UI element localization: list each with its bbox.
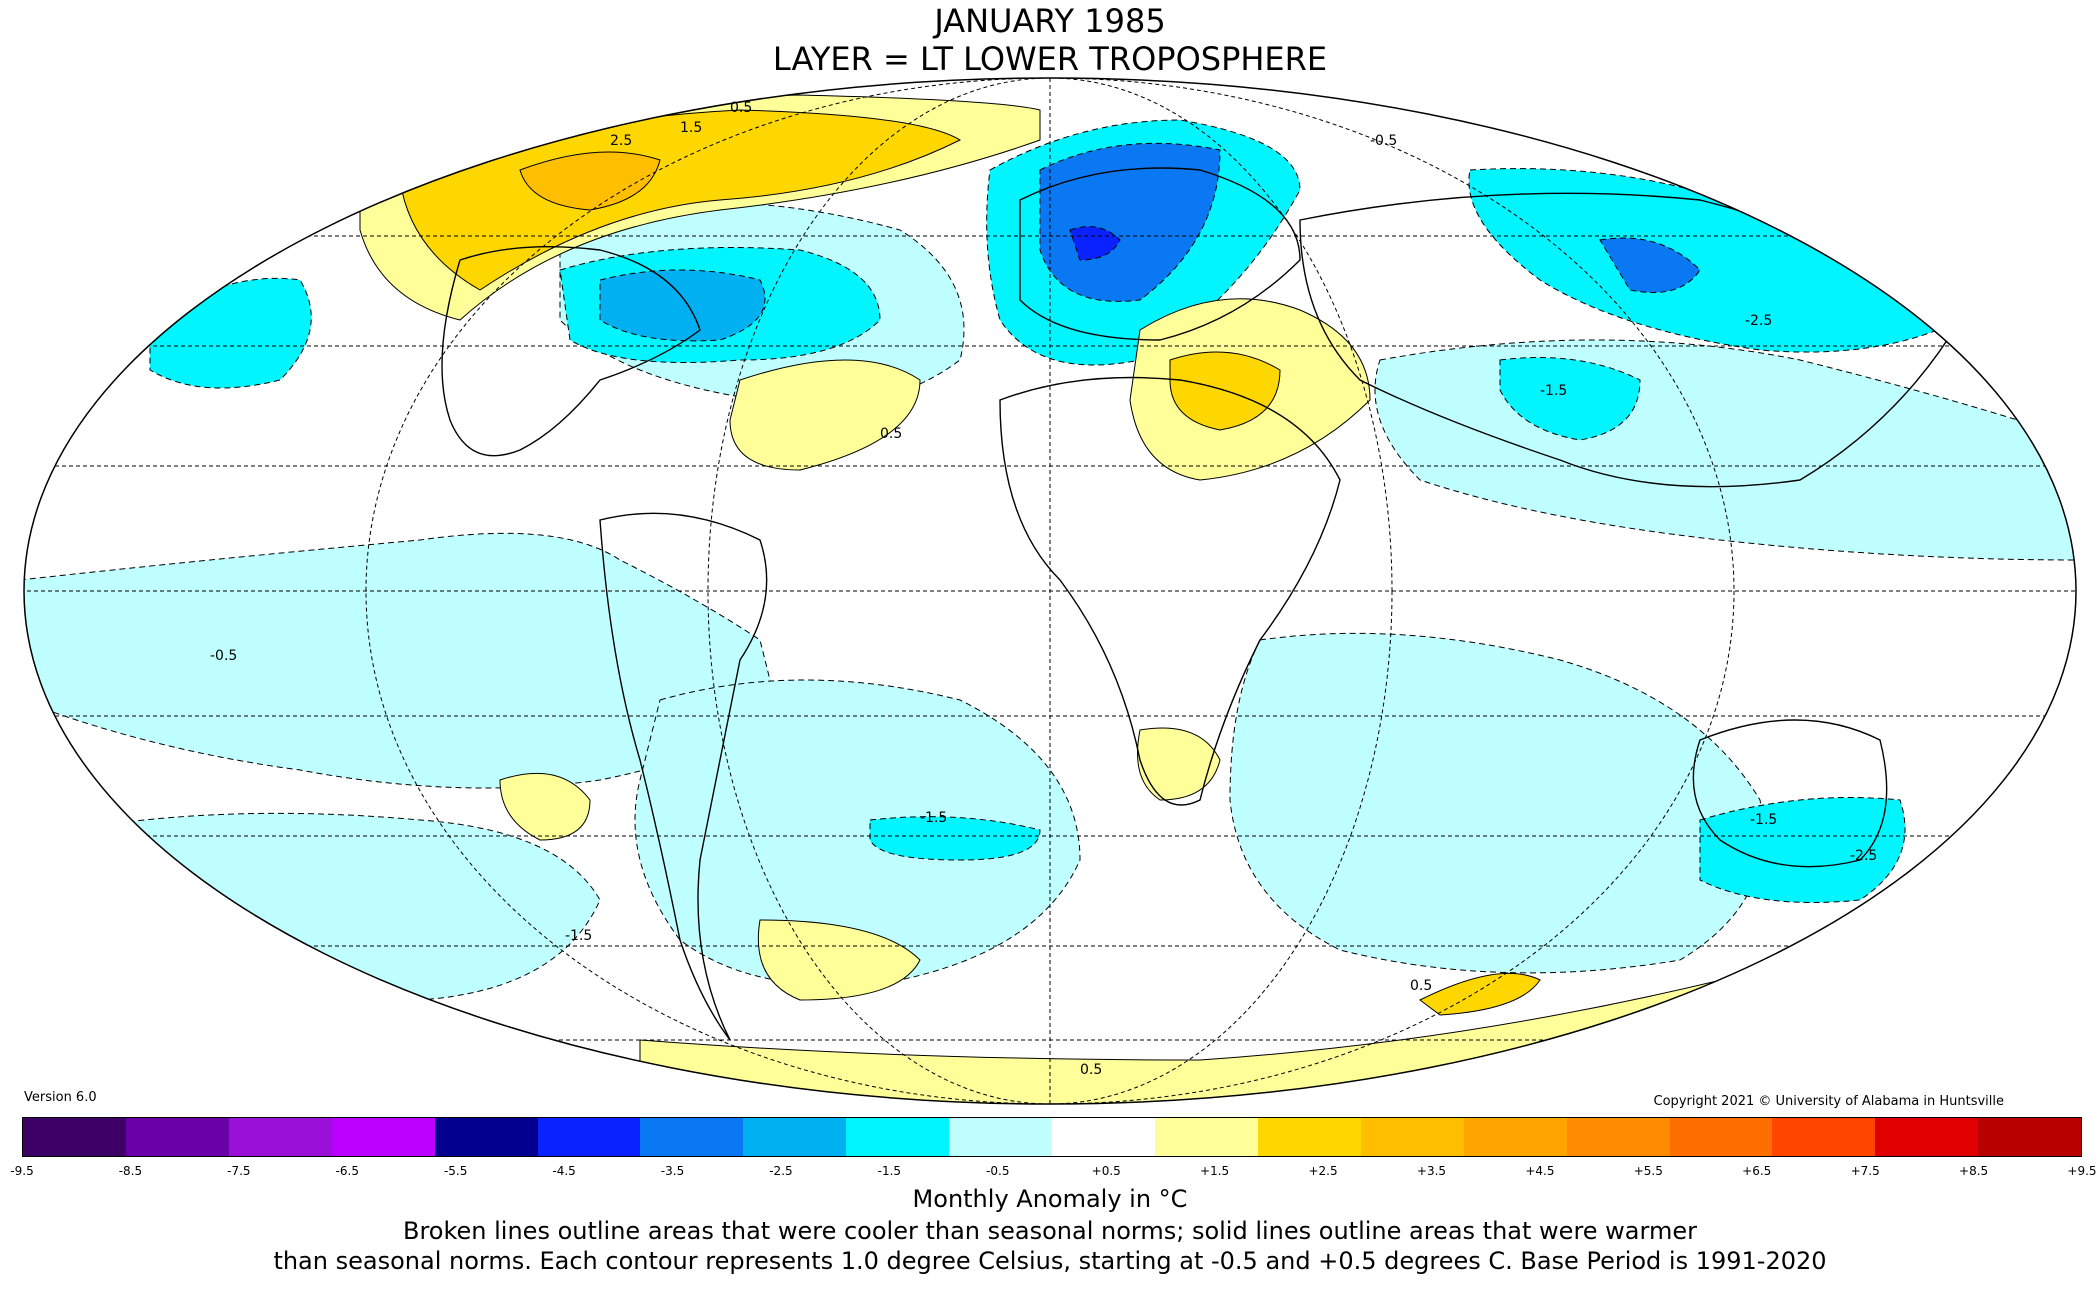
colorbar-swatch <box>949 1118 1053 1156</box>
colorbar-swatch <box>640 1118 744 1156</box>
units-label: Monthly Anomaly in °C <box>912 1185 1188 1213</box>
colorbar-swatch <box>1360 1118 1464 1156</box>
cold-region-alaska-pacific <box>149 277 312 389</box>
cool-region-indian-ocean <box>1229 632 1764 974</box>
colorbar-tick-label: +7.5 <box>1850 1164 1880 1178</box>
colorbar-tick-label: -6.5 <box>335 1164 359 1178</box>
colorbar-swatch <box>228 1118 332 1156</box>
colorbar-tick-label: -9.5 <box>10 1164 34 1178</box>
contour-label: 0.5 <box>1410 978 1432 994</box>
colorbar-tick-label: +1.5 <box>1200 1164 1230 1178</box>
colorbar-swatch <box>1154 1118 1258 1156</box>
cold-region-south-atlantic <box>869 816 1041 861</box>
map-subtitle: LAYER = LT LOWER TROPOSPHERE <box>772 40 1328 78</box>
colorbar-tick-label: -8.5 <box>118 1164 143 1178</box>
colorbar-swatch <box>846 1118 950 1156</box>
colorbar-swatch <box>1257 1118 1361 1156</box>
contour-label: -1.5 <box>920 810 947 826</box>
colorbar-swatch <box>125 1118 229 1156</box>
extreme-cold-region-europe <box>1069 226 1121 261</box>
colorbar-tick-label: -1.5 <box>877 1164 902 1178</box>
colorbar-swatch <box>537 1118 641 1156</box>
colorbar-swatch <box>23 1118 126 1156</box>
anomaly-map: 0.5 1.5 2.5 -0.5 -1.5 -2.5 0.5 -0.5 -1.5… <box>23 77 2077 1105</box>
colorbar-ticks: -9.5 -8.5 -7.5 -6.5 -5.5 -4.5 -3.5 -2.5 -1.5 -0.5… <box>10 1164 2096 1180</box>
contour-label-group: 0.5 1.5 2.5 -0.5 -1.5 -2.5 0.5 -0.5 -1.5… <box>210 100 1877 1078</box>
cool-region-south-atlantic <box>634 679 1081 986</box>
very-cold-region-siberia <box>1599 237 1701 293</box>
colorbar-tick-label: -5.5 <box>443 1164 468 1178</box>
colorbar-swatch <box>1772 1118 1876 1156</box>
version-label: Version 6.0 <box>24 1090 97 1105</box>
contour-label: -2.5 <box>1850 848 1877 864</box>
contour-label: 1.5 <box>680 120 702 136</box>
contour-label: -0.5 <box>1370 133 1397 149</box>
copyright-label: Copyright 2021 © University of Alabama i… <box>1653 1094 2004 1109</box>
warm-region-south-pacific <box>499 772 591 841</box>
contour-label: 0.5 <box>730 100 752 116</box>
colorbar-tick-label: +2.5 <box>1308 1164 1338 1178</box>
colorbar-swatch <box>1669 1118 1773 1156</box>
colorbar-tick-label: -4.5 <box>552 1164 576 1178</box>
colorbar-tick-label: +8.5 <box>1959 1164 1989 1178</box>
colorbar-tick-label: +6.5 <box>1742 1164 1772 1178</box>
colorbar-tick-label: +3.5 <box>1416 1164 1447 1178</box>
cold-region-australia-south <box>1699 797 1906 903</box>
colorbar-tick-label: +5.5 <box>1633 1164 1663 1178</box>
contour-label: -1.5 <box>565 928 592 944</box>
colorbar-swatch <box>434 1118 538 1156</box>
warm-region-southern-africa <box>1137 727 1221 801</box>
note-line-1: Broken lines outline areas that were coo… <box>403 1217 1697 1245</box>
colorbar-swatch <box>1566 1118 1670 1156</box>
colorbar-swatch <box>743 1118 847 1156</box>
colorbar-swatch <box>1978 1118 2082 1156</box>
colorbar-tick-label: -0.5 <box>986 1164 1010 1178</box>
warm-region-south-america <box>757 919 921 1001</box>
globe-outline <box>23 77 2077 1105</box>
colorbar <box>22 1117 2082 1157</box>
warm-region-central-atlantic <box>729 359 921 471</box>
very-hot-region-arctic-canada <box>519 151 661 211</box>
very-cold-region-europe <box>1039 142 1221 302</box>
colorbar-swatch <box>1052 1118 1155 1156</box>
colorbar-tick-label: +4.5 <box>1525 1164 1555 1178</box>
colorbar-swatch <box>1875 1118 1979 1156</box>
contour-label: -0.5 <box>210 648 237 664</box>
colorbar-tick-label: +9.5 <box>2067 1164 2097 1178</box>
note-line-2: than seasonal norms. Each contour repres… <box>273 1247 1827 1275</box>
colorbar-swatch <box>1463 1118 1567 1156</box>
coastlines <box>441 167 1961 1041</box>
contour-label: -1.5 <box>1540 383 1567 399</box>
map-title: JANUARY 1985 <box>934 2 1166 40</box>
contour-label: 0.5 <box>1080 1062 1102 1078</box>
cool-region-south-pacific <box>24 812 601 1003</box>
very-cold-region-north-america <box>599 269 766 342</box>
contour-label: 2.5 <box>610 133 632 149</box>
cold-region-central-asia <box>1499 357 1641 441</box>
contour-label: -1.5 <box>1750 812 1777 828</box>
colorbar-tick-label: -2.5 <box>769 1164 793 1178</box>
contour-label: -2.5 <box>1745 313 1772 329</box>
colorbar-tick-label: +0.5 <box>1091 1164 1121 1178</box>
colorbar-tick-label: -3.5 <box>660 1164 685 1178</box>
colorbar-tick-label: -7.5 <box>227 1164 251 1178</box>
contour-label: 0.5 <box>880 426 902 442</box>
colorbar-swatch <box>331 1118 435 1156</box>
hot-region-southern-ocean <box>1419 972 1541 1016</box>
